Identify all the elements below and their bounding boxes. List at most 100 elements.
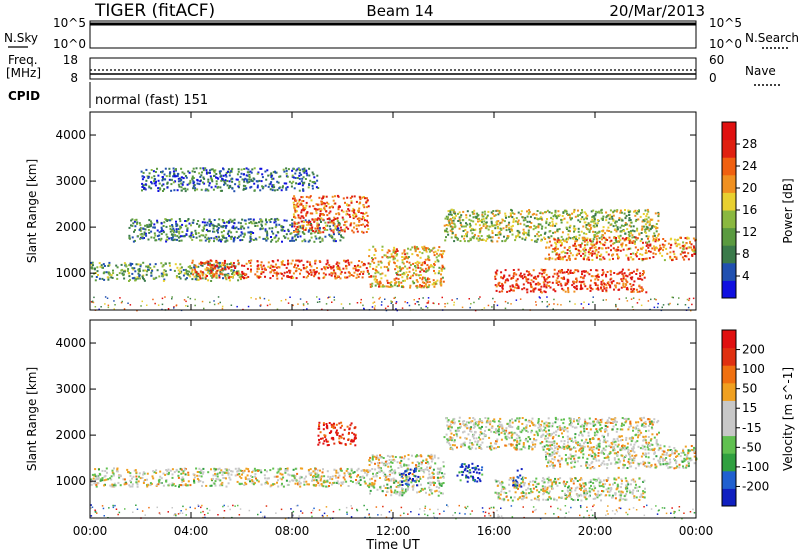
heatmap-cell <box>218 274 221 277</box>
heatmap-cell <box>611 217 614 220</box>
heatmap-cell <box>656 247 658 250</box>
heatmap-cell <box>108 273 111 276</box>
heatmap-cell <box>161 176 164 179</box>
heatmap-cell <box>537 283 540 286</box>
heatmap-cell <box>364 197 366 200</box>
heatmap-cell <box>299 272 301 275</box>
heatmap-cell <box>537 288 540 291</box>
heatmap-cell <box>252 232 255 234</box>
heatmap-cell <box>178 484 181 486</box>
heatmap-cell <box>301 240 304 243</box>
heatmap-cell <box>484 223 487 226</box>
heatmap-cell <box>554 231 557 234</box>
heatmap-cell <box>548 211 551 214</box>
heatmap-cell <box>440 277 443 280</box>
heatmap-cell <box>573 209 576 212</box>
heatmap-cell <box>430 488 433 491</box>
heatmap-cell <box>193 480 196 482</box>
heatmap-cell <box>490 211 493 214</box>
heatmap-cell <box>692 245 695 248</box>
heatmap-cell <box>139 224 142 227</box>
heatmap-cell <box>247 468 250 471</box>
heatmap-cell <box>329 265 332 268</box>
ground-speck <box>289 296 291 298</box>
heatmap-cell <box>530 274 533 277</box>
heatmap-cell <box>194 229 197 232</box>
heatmap-cell <box>593 246 596 249</box>
heatmap-cell <box>428 278 431 281</box>
heatmap-cell <box>219 471 221 474</box>
heatmap-cell <box>131 236 134 239</box>
heatmap-cell <box>338 213 341 216</box>
heatmap-cell <box>277 218 280 221</box>
heatmap-cell <box>253 222 256 225</box>
heatmap-cell <box>215 275 218 277</box>
heatmap-cell <box>431 458 434 461</box>
heatmap-cell <box>154 171 157 173</box>
heatmap-cell <box>344 224 347 227</box>
heatmap-cell <box>242 235 245 238</box>
heatmap-cell <box>302 188 305 191</box>
heatmap-cell <box>310 472 313 475</box>
heatmap-cell <box>585 226 588 229</box>
heatmap-cell <box>221 189 223 192</box>
heatmap-cell <box>247 231 250 234</box>
heatmap-cell <box>302 176 305 179</box>
heatmap-cell <box>362 264 365 267</box>
heatmap-cell <box>301 200 304 202</box>
heatmap-cell <box>577 244 580 247</box>
heatmap-cell <box>659 244 661 247</box>
heatmap-cell <box>362 231 365 234</box>
heatmap-cell <box>116 468 119 471</box>
heatmap-cell <box>308 239 311 242</box>
heatmap-cell <box>287 262 290 265</box>
heatmap-cell <box>662 249 664 252</box>
heatmap-cell <box>479 220 481 223</box>
heatmap-cell <box>223 273 226 276</box>
heatmap-cell <box>307 186 310 189</box>
heatmap-cell <box>411 280 414 283</box>
heatmap-cell <box>312 269 315 272</box>
heatmap-cell <box>103 479 106 482</box>
heatmap-cell <box>677 238 680 241</box>
heatmap-cell <box>251 480 254 483</box>
heatmap-cell <box>229 276 232 278</box>
ground-speck <box>677 303 679 306</box>
heatmap-cell <box>537 235 540 238</box>
heatmap-cell <box>200 239 203 242</box>
heatmap-cell <box>249 261 252 264</box>
heatmap-cell <box>594 231 597 234</box>
heatmap-cell <box>609 284 612 287</box>
ground-speck <box>655 298 657 301</box>
heatmap-cell <box>568 255 571 257</box>
heatmap-cell <box>535 277 538 280</box>
heatmap-cell <box>148 185 151 188</box>
heatmap-cell <box>332 265 335 268</box>
heatmap-cell <box>305 265 308 268</box>
heatmap-cell <box>267 265 270 268</box>
heatmap-cell <box>482 225 485 227</box>
heatmap-cell <box>574 227 577 230</box>
heatmap-cell <box>174 485 177 487</box>
heatmap-cell <box>623 212 626 215</box>
heatmap-cell <box>176 174 179 177</box>
heatmap-cell <box>227 220 230 223</box>
heatmap-cell <box>186 188 189 191</box>
heatmap-cell <box>283 264 286 266</box>
heatmap-cell <box>224 468 227 470</box>
heatmap-cell <box>433 269 435 272</box>
heatmap-cell <box>212 477 214 480</box>
heatmap-cell <box>406 267 409 270</box>
heatmap-cell <box>436 279 439 282</box>
heatmap-cell <box>423 277 426 280</box>
heatmap-cell <box>225 477 227 480</box>
heatmap-cell <box>305 276 308 279</box>
heatmap-cell <box>527 213 530 215</box>
heatmap-cell <box>295 259 298 262</box>
heatmap-cell <box>91 261 94 264</box>
heatmap-cell <box>382 457 385 459</box>
heatmap-cell <box>301 168 304 171</box>
ground-speck <box>260 304 262 306</box>
heatmap-cell <box>298 260 301 263</box>
heatmap-cell <box>260 272 263 275</box>
